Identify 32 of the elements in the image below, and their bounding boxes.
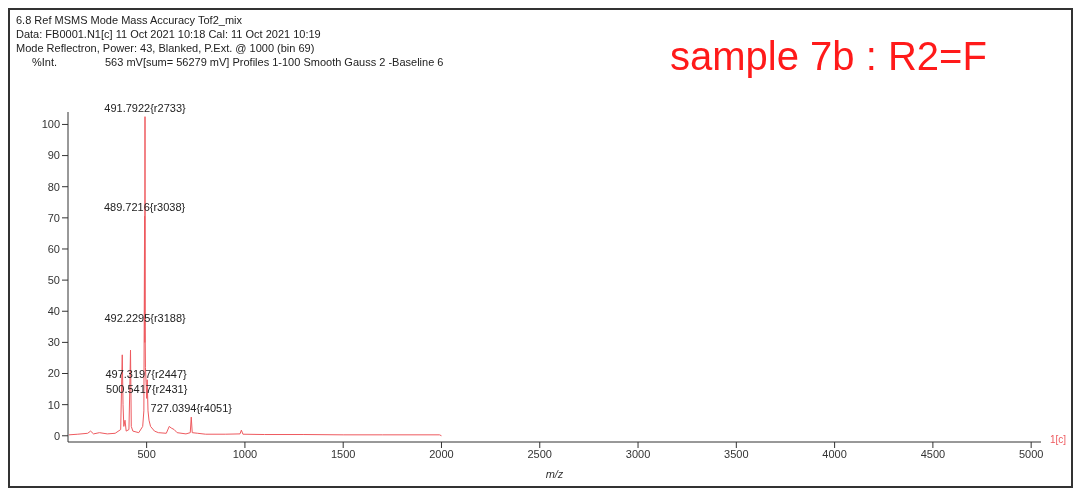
text: Mode Reflectron, Power: 43, Blanked, P.Ext. @ 1000 (bin 69) bbox=[16, 42, 315, 54]
y-tick-label: 30 bbox=[47, 336, 60, 349]
x-tick-label: 1000 bbox=[232, 447, 258, 460]
x-tick-label: 500 bbox=[137, 447, 156, 460]
x-tick-label: 2000 bbox=[429, 447, 454, 460]
y-tick-label: 40 bbox=[47, 305, 60, 318]
line-series bbox=[68, 116, 442, 437]
y-tick-label: 20 bbox=[47, 367, 60, 380]
y-tick-label: 60 bbox=[47, 242, 60, 255]
x-tick-label: 4500 bbox=[920, 447, 946, 460]
y-tick-label: 70 bbox=[47, 211, 60, 224]
chart-title: 6.8 Ref MSMS Mode Mass Accuracy Tof2_mix bbox=[16, 14, 242, 26]
text: sample 7b : R2=F bbox=[670, 34, 987, 79]
x-tick-label: 3000 bbox=[625, 447, 651, 460]
x-tick-label: 1500 bbox=[330, 447, 356, 460]
x-axis-title: m/z bbox=[545, 468, 564, 480]
x-tick-label: 5000 bbox=[1018, 447, 1044, 460]
y-tick-label: 50 bbox=[47, 274, 60, 287]
annotation: 491.7922{r2733} bbox=[104, 101, 187, 114]
y-tick-label: 0 bbox=[53, 429, 60, 442]
x-tick-label: 3500 bbox=[724, 447, 749, 460]
y-tick-label: 80 bbox=[47, 180, 60, 193]
x-tick-label: 2500 bbox=[527, 447, 552, 460]
annotation: 727.0394{r4051} bbox=[150, 402, 233, 415]
y-tick-label: 10 bbox=[47, 398, 60, 411]
text: 1[c] bbox=[1050, 434, 1067, 445]
chart-subtitle: Data: FB0001.N1[c] 11 Oct 2021 10:18 Cal: 11 Oct 2021 10:19 bbox=[16, 28, 321, 40]
y-axis-title: %Int. bbox=[32, 56, 58, 68]
x-tick-label: 4000 bbox=[822, 447, 847, 460]
y-tick-label: 100 bbox=[41, 118, 60, 131]
y-tick-label: 90 bbox=[47, 149, 60, 162]
text: 563 mV[sum= 56279 mV] Profiles 1-100 Smooth Gauss 2 -Baseline 6 bbox=[105, 56, 444, 68]
